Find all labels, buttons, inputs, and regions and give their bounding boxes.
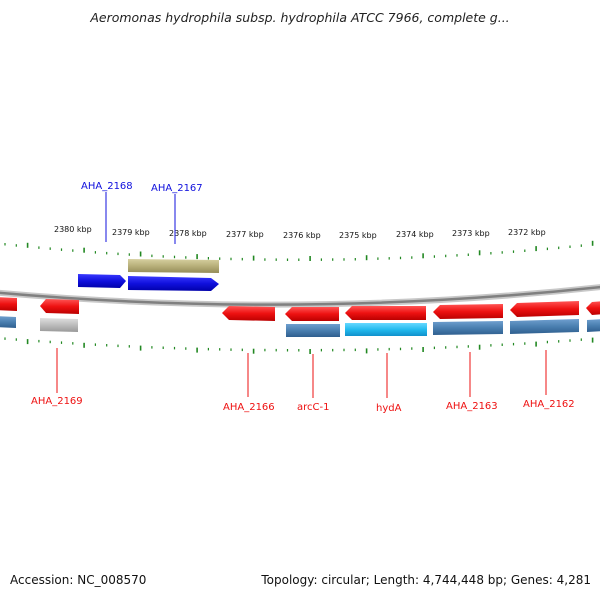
- genome-backbone-line: [0, 285, 600, 306]
- lower-tick-ruler: [4, 337, 594, 354]
- olive-feature[interactable]: [128, 259, 219, 273]
- ruler-label: 2380 kbp: [54, 225, 92, 234]
- gene-left-edge-arrow[interactable]: [0, 297, 17, 311]
- map-title: Aeromonas hydrophila subsp. hydrophila A…: [90, 10, 510, 25]
- gene-label-AHA_2166[interactable]: AHA_2166: [223, 402, 275, 413]
- gene-AHA_2166-arrow[interactable]: [222, 306, 275, 321]
- ruler-label: 2372 kbp: [508, 228, 546, 237]
- gene-AHA_2168-arrow[interactable]: [78, 274, 126, 288]
- blue-feature[interactable]: [587, 319, 600, 332]
- gene-AHA_2163-arrow[interactable]: [433, 304, 503, 319]
- gene-label-AHA_2169[interactable]: AHA_2169: [31, 396, 83, 407]
- gene-label-AHA_2162[interactable]: AHA_2162: [523, 399, 575, 410]
- blue-feature[interactable]: [510, 319, 579, 334]
- ruler-label: 2374 kbp: [396, 230, 434, 239]
- gene-hydA-arrow[interactable]: [345, 306, 426, 320]
- gene-label-arcC-1[interactable]: arcC-1: [297, 402, 329, 413]
- ruler-label: 2373 kbp: [452, 229, 490, 238]
- grey-feature[interactable]: [40, 318, 78, 332]
- gene-label-AHA_2168[interactable]: AHA_2168: [81, 181, 133, 192]
- cyan-feature[interactable]: [345, 323, 427, 336]
- gene-AHA_2162-arrow[interactable]: [510, 301, 579, 317]
- gene-AHA_2167-arrow[interactable]: [128, 276, 219, 291]
- genome-summary-text: Topology: circular; Length: 4,744,448 bp…: [261, 573, 591, 587]
- ruler-label: 2379 kbp: [112, 228, 150, 237]
- blue-feature[interactable]: [0, 316, 16, 328]
- gene-AHA_2169-arrow[interactable]: [40, 299, 79, 314]
- gene-arcC-1-arrow[interactable]: [285, 307, 339, 321]
- ruler-label: 2377 kbp: [226, 230, 264, 239]
- blue-feature[interactable]: [433, 321, 503, 335]
- upper-tick-ruler: [4, 240, 594, 261]
- ruler-label: 2375 kbp: [339, 231, 377, 240]
- blue-feature[interactable]: [286, 324, 340, 337]
- ruler-label: 2378 kbp: [169, 229, 207, 238]
- ruler-label: 2376 kbp: [283, 231, 321, 240]
- gene-right-edge-arrow[interactable]: [586, 301, 600, 315]
- accession-text: Accession: NC_008570: [10, 573, 147, 587]
- gene-label-hydA[interactable]: hydA: [376, 403, 402, 414]
- gene-label-AHA_2167[interactable]: AHA_2167: [151, 183, 203, 194]
- gene-label-AHA_2163[interactable]: AHA_2163: [446, 401, 498, 412]
